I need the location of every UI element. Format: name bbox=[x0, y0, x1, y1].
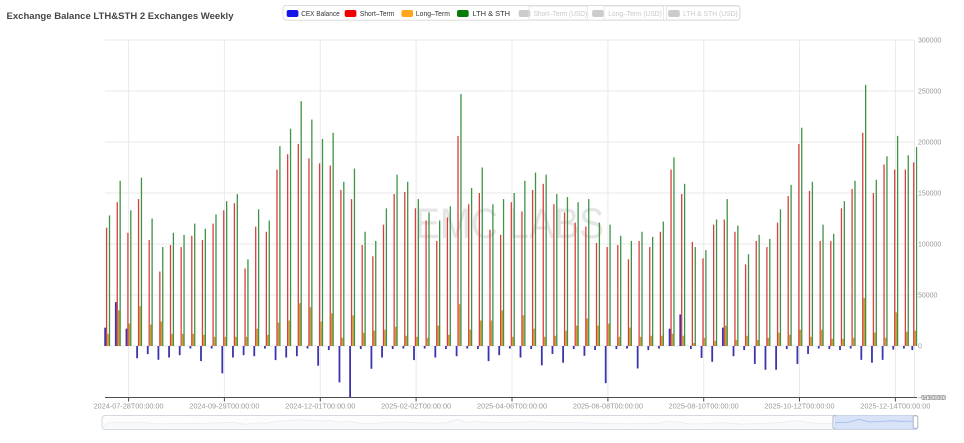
svg-text:2024-09-29T00:00:00: 2024-09-29T00:00:00 bbox=[189, 402, 259, 411]
svg-text:2025-10-12T00:00:00: 2025-10-12T00:00:00 bbox=[765, 402, 835, 411]
svg-text:2024-07-28T00:00:00: 2024-07-28T00:00:00 bbox=[94, 402, 164, 411]
svg-text:Long–Term (USD): Long–Term (USD) bbox=[608, 9, 662, 18]
svg-text:2025-08-10T00:00:00: 2025-08-10T00:00:00 bbox=[669, 402, 739, 411]
svg-text:LTH & STH (USD): LTH & STH (USD) bbox=[683, 9, 738, 18]
svg-text:2025-06-08T00:00:00: 2025-06-08T00:00:00 bbox=[573, 402, 643, 411]
svg-text:2025-02-02T00:00:00: 2025-02-02T00:00:00 bbox=[381, 402, 451, 411]
svg-text:Short–Term (USD): Short–Term (USD) bbox=[534, 9, 588, 18]
svg-text:EMC LABS: EMC LABS bbox=[415, 200, 604, 248]
svg-text:Long–Term: Long–Term bbox=[416, 9, 450, 18]
svg-text:2024-12-01T00:00:00: 2024-12-01T00:00:00 bbox=[285, 402, 355, 411]
svg-text:CEX Balance: CEX Balance bbox=[301, 9, 340, 18]
svg-text:Short–Term: Short–Term bbox=[360, 9, 394, 18]
svg-text:0: 0 bbox=[918, 342, 922, 351]
svg-text:200000: 200000 bbox=[918, 138, 941, 147]
svg-text:150000: 150000 bbox=[918, 189, 941, 198]
svg-text:300000: 300000 bbox=[918, 36, 941, 45]
svg-text:-50000: -50000 bbox=[918, 393, 945, 402]
svg-text:-89060: -89060 bbox=[920, 393, 947, 402]
svg-text:50000: 50000 bbox=[918, 291, 937, 300]
svg-text:100000: 100000 bbox=[918, 240, 941, 249]
svg-text:Exchange Balance LTH&STH 2 Exc: Exchange Balance LTH&STH 2 Exchanges Wee… bbox=[7, 11, 235, 22]
svg-text:2025-04-06T00:00:00: 2025-04-06T00:00:00 bbox=[477, 402, 547, 411]
svg-text:250000: 250000 bbox=[918, 87, 941, 96]
svg-text:2025-12-14T00:00:00: 2025-12-14T00:00:00 bbox=[860, 402, 930, 411]
svg-text:LTH & STH: LTH & STH bbox=[473, 9, 511, 18]
